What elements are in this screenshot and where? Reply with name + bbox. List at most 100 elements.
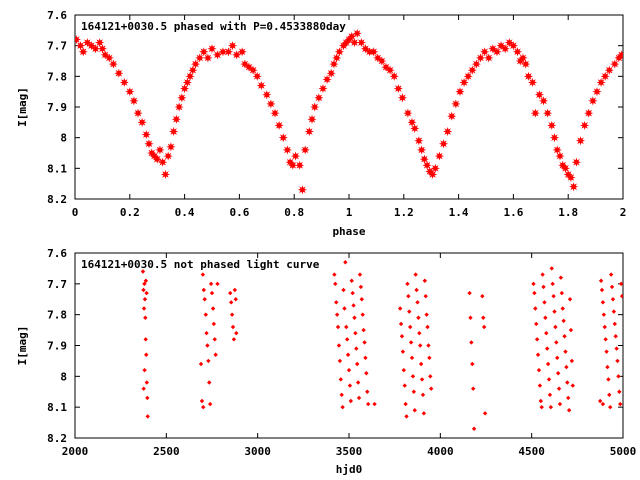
data-point <box>508 41 518 51</box>
data-point <box>333 281 338 287</box>
data-point <box>344 324 349 330</box>
x-tick-label: 1.4 <box>449 206 469 219</box>
data-point <box>422 160 432 170</box>
y-tick-label: 8 <box>60 132 67 145</box>
y-tick-label: 7.8 <box>47 309 67 322</box>
data-point <box>429 386 434 391</box>
data-point <box>347 31 357 42</box>
data-point <box>468 315 473 320</box>
data-point <box>90 44 101 54</box>
data-point <box>549 266 554 271</box>
data-point <box>471 59 481 69</box>
data-point <box>349 38 360 48</box>
data-point <box>443 126 453 137</box>
data-point <box>234 330 239 336</box>
data-point <box>231 337 237 342</box>
data-point <box>605 364 610 370</box>
data-point <box>418 343 423 348</box>
data-point <box>203 312 208 317</box>
data-point <box>419 377 425 382</box>
data-point <box>188 65 198 75</box>
data-point <box>86 41 97 51</box>
data-point <box>570 383 575 388</box>
data-point <box>278 133 288 143</box>
data-point <box>597 398 603 404</box>
data-point <box>600 71 610 81</box>
data-point <box>350 290 355 296</box>
data-point <box>434 151 445 161</box>
data-point <box>334 47 344 57</box>
data-point <box>426 343 431 348</box>
data-point <box>140 269 146 274</box>
data-point <box>347 383 353 388</box>
x-tick-label: 2000 <box>62 445 89 458</box>
data-point <box>527 77 538 88</box>
data-point <box>609 284 615 290</box>
data-point <box>141 306 147 311</box>
data-point <box>541 284 546 290</box>
data-point <box>552 309 557 314</box>
data-point <box>364 371 369 376</box>
data-point <box>352 28 362 38</box>
data-point <box>310 102 320 112</box>
data-point <box>248 65 258 75</box>
data-point <box>600 401 606 407</box>
data-point <box>611 309 617 314</box>
data-point <box>531 281 536 287</box>
data-point <box>369 47 379 57</box>
data-point <box>199 47 209 57</box>
data-point <box>360 44 371 54</box>
data-point <box>566 408 572 413</box>
data-point <box>500 44 510 54</box>
data-point <box>363 355 368 361</box>
data-point <box>358 284 364 290</box>
x-tick-label: 0.2 <box>120 206 140 219</box>
data-point <box>401 367 406 373</box>
data-point <box>314 93 324 103</box>
data-point <box>534 90 545 100</box>
y-tick-label: 8 <box>60 370 67 383</box>
data-point <box>410 374 416 379</box>
data-point <box>343 260 348 265</box>
data-point <box>469 340 474 345</box>
data-point <box>203 53 213 63</box>
data-point <box>601 312 607 317</box>
data-point <box>617 50 623 60</box>
data-point <box>571 157 582 167</box>
data-point <box>114 68 124 78</box>
data-point <box>304 126 314 137</box>
x-tick-label: 1.8 <box>558 206 578 219</box>
data-point <box>542 300 547 305</box>
data-point <box>256 80 266 91</box>
data-point <box>227 41 238 51</box>
data-point <box>481 315 486 320</box>
data-point <box>141 386 146 391</box>
data-point <box>412 408 417 413</box>
data-point <box>201 287 206 293</box>
data-point <box>470 361 475 367</box>
data-point <box>600 300 606 305</box>
x-tick-label: 2 <box>620 206 627 219</box>
data-point <box>423 293 428 299</box>
data-point <box>100 50 110 60</box>
data-point <box>482 411 488 416</box>
data-point <box>547 392 553 398</box>
data-point <box>463 71 473 81</box>
data-point <box>560 306 565 311</box>
data-point <box>169 126 179 137</box>
data-point <box>557 401 563 407</box>
data-point <box>424 312 429 317</box>
data-point <box>185 71 195 81</box>
data-point <box>588 96 598 106</box>
data-point <box>108 59 118 69</box>
data-point <box>559 290 565 296</box>
data-point <box>270 108 280 118</box>
data-point <box>335 324 341 330</box>
data-point <box>354 346 359 351</box>
data-point <box>163 151 173 161</box>
data-point <box>603 337 608 342</box>
y-tick-label: 8.2 <box>47 193 67 206</box>
data-point <box>144 380 149 385</box>
data-point <box>484 53 494 63</box>
